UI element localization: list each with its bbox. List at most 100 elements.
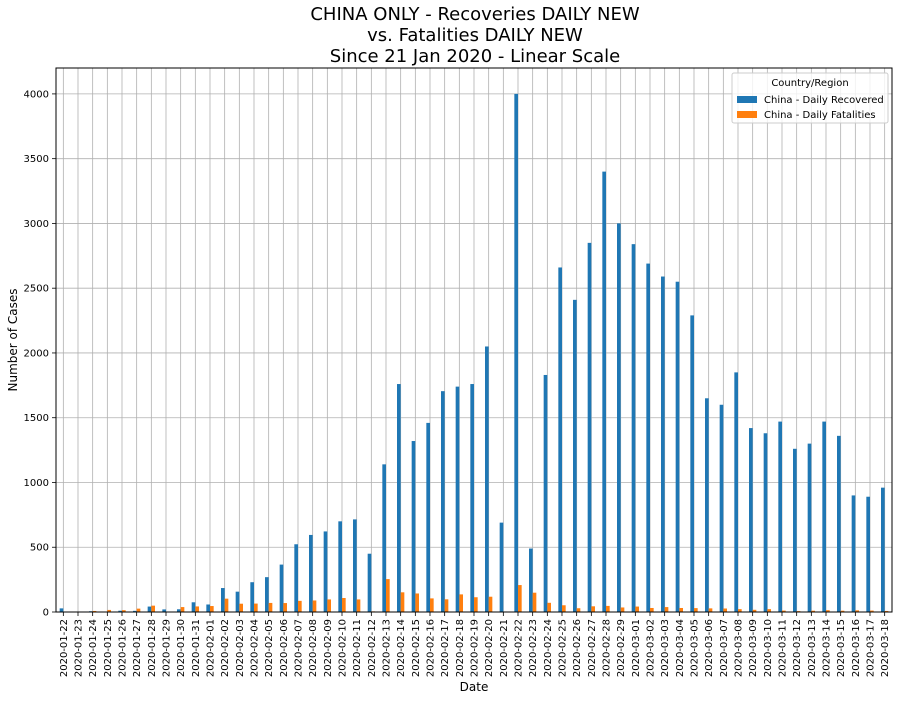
bar-fatalities (239, 603, 243, 612)
bar-recovered (485, 346, 489, 612)
y-tick-label: 4000 (24, 89, 49, 100)
bar-fatalities (136, 608, 141, 612)
legend-label-fatalities: China - Daily Fatalities (764, 110, 876, 121)
bar-fatalities (283, 603, 287, 612)
y-axis: 0 500 1000 1500 2000 2500 3000 3500 4000 (24, 89, 56, 619)
bar-fatalities (840, 610, 845, 612)
bar-recovered (705, 398, 709, 612)
bar-fatalities (650, 607, 654, 612)
bar-fatalities (664, 607, 669, 612)
x-tick-label: 2020-01-31 (191, 619, 202, 677)
bar-fatalities (782, 610, 786, 612)
bar-fatalities (738, 609, 742, 612)
x-tick-label: 2020-03-08 (734, 619, 745, 677)
x-tick-label: 2020-03-07 (719, 619, 730, 677)
x-tick-label: 2020-03-05 (690, 619, 701, 677)
x-tick-label: 2020-02-11 (352, 619, 363, 677)
legend-title: Country/Region (771, 78, 848, 89)
bar-fatalities (312, 600, 317, 612)
y-tick-label: 1500 (24, 413, 49, 424)
x-tick-label: 2020-02-21 (499, 619, 510, 677)
x-tick-label: 2020-02-24 (543, 619, 554, 677)
bar-fatalities (327, 599, 331, 612)
bar-recovered (602, 171, 606, 612)
bar-recovered (250, 582, 254, 612)
x-tick-label: 2020-02-12 (367, 619, 378, 677)
bar-recovered (661, 276, 665, 612)
bar-fatalities (708, 608, 713, 612)
bar-recovered (851, 495, 856, 612)
bar-recovered (265, 577, 269, 612)
bar-recovered (499, 522, 504, 612)
y-tick-label: 2500 (24, 284, 49, 295)
y-tick-label: 500 (30, 543, 49, 554)
bar-fatalities (855, 610, 859, 612)
bar-fatalities (474, 597, 478, 612)
bar-fatalities (444, 599, 449, 612)
bar-fatalities (459, 594, 463, 612)
x-tick-label: 2020-03-17 (866, 619, 877, 677)
bar-recovered (646, 263, 650, 612)
bar-fatalities (606, 605, 610, 612)
bar-recovered (206, 604, 210, 612)
bar-fatalities (562, 605, 566, 612)
bar-recovered (734, 372, 738, 612)
bar-recovered (235, 591, 240, 612)
x-tick-label: 2020-03-06 (704, 619, 715, 677)
bar-fatalities (151, 605, 155, 612)
bar-fatalities (532, 592, 537, 612)
bars (59, 93, 889, 612)
bar-fatalities (811, 610, 815, 612)
bar-fatalities (122, 610, 126, 612)
bar-recovered (221, 588, 225, 612)
x-tick-label: 2020-03-03 (660, 619, 671, 677)
bar-recovered (162, 609, 166, 612)
chart-title-line-2: vs. Fatalities DAILY NEW (367, 25, 583, 46)
x-tick-label: 2020-03-16 (851, 619, 862, 677)
x-tick-label: 2020-03-04 (675, 619, 686, 677)
x-tick-label: 2020-03-11 (778, 619, 789, 677)
bar-fatalities (620, 607, 625, 612)
bar-recovered (719, 404, 724, 612)
x-tick-label: 2020-02-15 (411, 619, 422, 677)
bar-fatalities (635, 606, 639, 612)
y-tick-label: 1000 (24, 478, 49, 489)
bar-recovered (470, 384, 474, 612)
bar-recovered (866, 496, 870, 612)
bar-recovered (778, 421, 782, 612)
y-tick-label: 2000 (24, 348, 49, 359)
x-tick-label: 2020-01-30 (176, 619, 187, 677)
bar-fatalities (268, 602, 273, 612)
x-tick-label: 2020-03-18 (880, 619, 891, 677)
bar-fatalities (224, 598, 229, 612)
bar-fatalities (723, 608, 727, 612)
bar-recovered (367, 553, 372, 612)
x-tick-label: 2020-02-03 (235, 619, 246, 677)
x-axis: 2020-01-22 2020-01-23 2020-01-24 2020-01-25… (59, 612, 891, 677)
bar-recovered (59, 608, 64, 612)
bar-recovered (353, 519, 357, 612)
bar-fatalities (547, 602, 551, 612)
x-tick-label: 2020-02-02 (220, 619, 231, 677)
x-tick-label: 2020-02-17 (440, 619, 451, 677)
bar-fatalities (694, 608, 698, 612)
legend-swatch-fatalities (737, 111, 757, 118)
bar-fatalities (430, 598, 434, 612)
x-tick-label: 2020-02-22 (514, 619, 525, 677)
bar-recovered (411, 441, 416, 612)
legend-box (731, 72, 889, 124)
x-tick-label: 2020-02-08 (308, 619, 319, 677)
bar-recovered (397, 384, 401, 612)
bar-fatalities (591, 606, 595, 612)
bar-fatalities (576, 608, 581, 612)
bar-recovered (191, 602, 196, 612)
x-tick-label: 2020-03-10 (763, 619, 774, 677)
x-tick-label: 2020-02-04 (250, 619, 261, 677)
chart-title-line-3: Since 21 Jan 2020 - Linear Scale (329, 46, 621, 67)
bar-fatalities (180, 607, 185, 612)
x-tick-label: 2020-02-26 (572, 619, 583, 677)
x-tick-label: 2020-02-07 (294, 619, 305, 677)
bar-fatalities (752, 609, 757, 612)
x-tick-label: 2020-02-14 (396, 619, 407, 677)
x-tick-label: 2020-02-19 (470, 619, 481, 677)
